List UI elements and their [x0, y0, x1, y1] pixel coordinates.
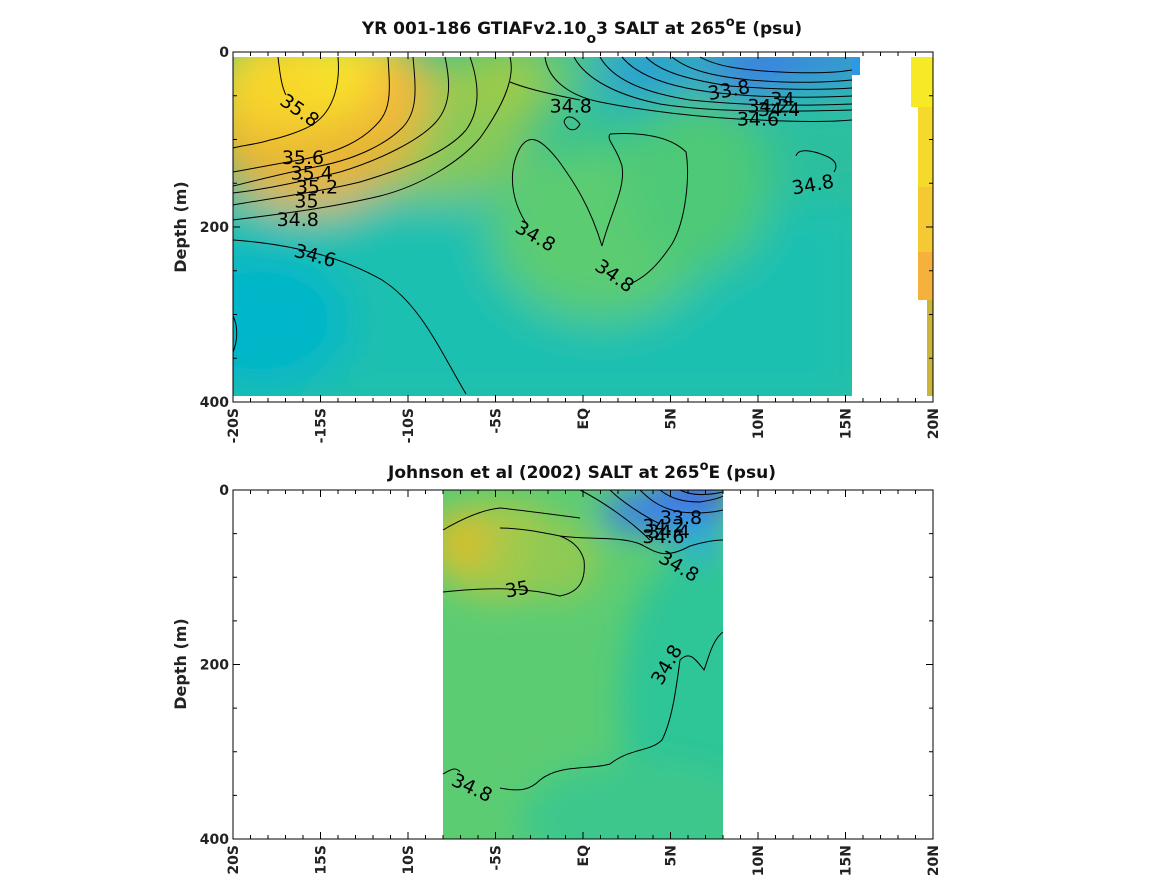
panel-top-ylabel: Depth (m): [171, 181, 190, 273]
panel-bottom-title: Johnson et al (2002) SALT at 265oE (psu): [387, 459, 776, 483]
x-tick-label: -5S: [489, 845, 505, 871]
y-tick-label: 200: [200, 220, 229, 236]
x-tick-label: 20N: [926, 408, 942, 439]
y-tick-label: 0: [219, 483, 229, 499]
contour-label: 35: [294, 191, 318, 213]
x-tick-label: 5N: [664, 845, 680, 866]
contour-label: 35.6: [282, 147, 324, 169]
x-tick-label: EQ: [576, 408, 592, 430]
x-tick-label: -15S: [314, 408, 330, 443]
contour-label: 34.8: [550, 95, 592, 117]
panel-bottom-ylabel: Depth (m): [171, 618, 190, 710]
panel-bottom-contours: [442, 489, 724, 791]
panel-bottom: Johnson et al (2002) SALT at 265oE (psu): [171, 459, 942, 875]
panel-top-title: YR 001-186 GTIAFv2.10o3 SALT at 265oE (p…: [361, 15, 802, 47]
contour-label: 34.2: [642, 516, 684, 538]
x-tick-label: 5N: [664, 408, 680, 429]
contour-label: 35.2: [296, 177, 338, 199]
x-tick-label: 20N: [926, 845, 942, 875]
panel-top-contour-labels: 35.835.635.435.23534.834.634.834.834.833…: [276, 76, 836, 297]
x-tick-label: 15N: [839, 845, 855, 875]
x-tick-label: -15S: [314, 845, 330, 875]
panel-top-ticks: -20S -15S -10S -5S EQ 5N 10N 15N 20N 0 200 400: [200, 45, 942, 443]
panel-top-contours: [232, 56, 853, 395]
contour-label: 33.8: [660, 507, 702, 529]
panel-bottom-ticks: -20S -15S -10S -5S EQ 5N 10N 15N 20N 0 200 400: [200, 483, 942, 875]
y-tick-label: 200: [200, 658, 229, 674]
y-tick-label: 400: [200, 395, 229, 411]
contour-label: 34.4: [648, 521, 690, 543]
panel-bottom-field: [443, 490, 723, 839]
contour-label: 34.6: [737, 108, 779, 130]
contour-label: 35.4: [291, 163, 333, 185]
x-tick-label: 10N: [751, 845, 767, 875]
contour-label: 34.6: [642, 526, 684, 548]
x-tick-label: 10N: [751, 408, 767, 439]
contour-label: 34: [770, 88, 794, 110]
contour-label: 35: [503, 577, 531, 603]
panel-top: YR 001-186 GTIAFv2.10o3 SALT at 265oE (p…: [171, 15, 942, 443]
x-tick-label: -10S: [401, 408, 417, 443]
x-tick-label: EQ: [576, 845, 592, 867]
contour-label: 34.4: [758, 99, 800, 121]
contour-label: 34.2: [747, 95, 789, 117]
y-tick-label: 0: [219, 45, 229, 61]
x-tick-label: -20S: [226, 408, 242, 443]
contour-label: 34.8: [277, 209, 319, 231]
x-tick-label: 15N: [839, 408, 855, 439]
y-tick-label: 400: [200, 832, 229, 848]
x-tick-label: -5S: [489, 408, 505, 434]
panel-top-field: [233, 52, 933, 402]
x-tick-label: -10S: [401, 845, 417, 875]
x-tick-label: -20S: [226, 845, 242, 875]
